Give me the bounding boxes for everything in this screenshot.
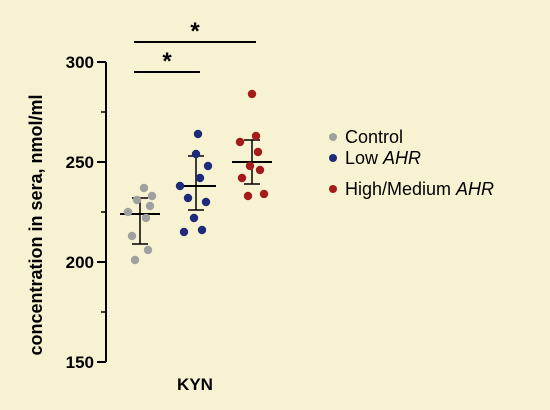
data-point <box>183 193 193 203</box>
data-point <box>259 189 269 199</box>
data-point <box>130 255 140 265</box>
data-point <box>143 245 153 255</box>
data-point <box>253 147 263 157</box>
data-point <box>203 161 213 171</box>
category-label: KYN <box>177 375 213 394</box>
data-point <box>201 197 211 207</box>
data-point <box>139 183 149 193</box>
data-point <box>193 129 203 139</box>
data-point <box>147 191 157 201</box>
data-point <box>235 137 245 147</box>
data-point <box>251 131 261 141</box>
legend-entry: Control <box>345 127 403 147</box>
data-point <box>237 173 247 183</box>
data-point <box>141 213 151 223</box>
data-point <box>243 191 253 201</box>
y-axis-label: concentration in sera, nmol/ml <box>26 94 46 355</box>
data-points <box>123 89 269 265</box>
y-tick-label: 250 <box>66 153 94 172</box>
y-tick-label: 150 <box>66 353 94 372</box>
significance-brackets: ** <box>134 18 256 75</box>
data-point <box>189 213 199 223</box>
legend-marker <box>329 185 337 193</box>
legend-marker <box>329 154 337 162</box>
data-point <box>179 227 189 237</box>
data-point <box>132 195 142 205</box>
data-point <box>197 225 207 235</box>
legend-entry: Low AHR <box>345 148 421 168</box>
data-point <box>247 89 257 99</box>
legend-entry: High/Medium AHR <box>345 179 494 199</box>
significance-star: * <box>162 48 172 75</box>
y-axis: 150 200 250 300 <box>66 53 107 372</box>
data-point <box>255 165 265 175</box>
significance-star: * <box>190 18 200 45</box>
data-point <box>245 161 255 171</box>
data-point <box>127 231 137 241</box>
y-tick-label: 200 <box>66 253 94 272</box>
data-point <box>175 181 185 191</box>
data-point <box>195 173 205 183</box>
data-point <box>123 207 133 217</box>
data-point <box>191 149 201 159</box>
legend-marker <box>329 133 337 141</box>
y-tick-label: 300 <box>66 53 94 72</box>
data-point <box>145 201 155 211</box>
